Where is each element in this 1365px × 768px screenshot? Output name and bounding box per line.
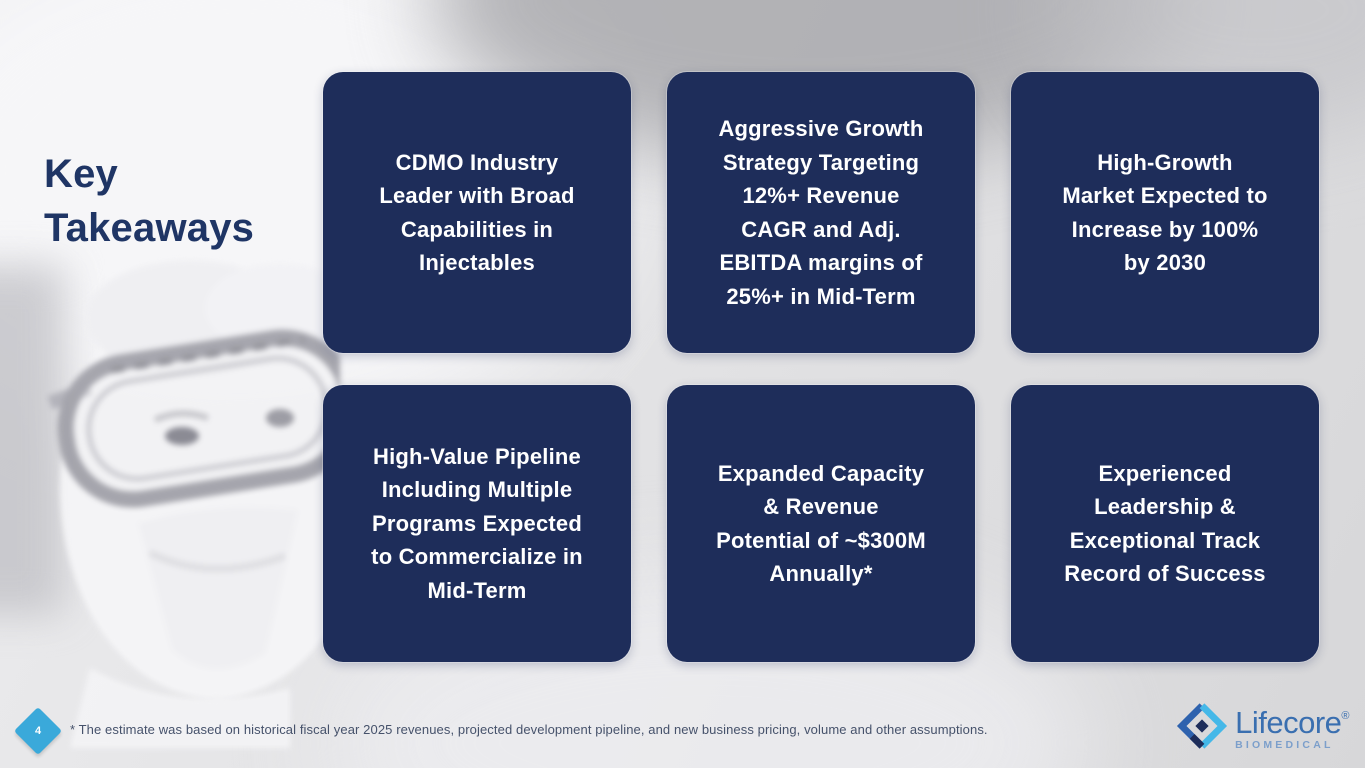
takeaway-card-pipeline: High-Value Pipeline Including Multiple P… (323, 385, 631, 662)
takeaway-card-text: Expanded Capacity & Revenue Potential of… (716, 460, 926, 587)
takeaway-card-text: Experienced Leadership & Exceptional Tra… (1064, 460, 1266, 587)
lifecore-wordmark: Lifecore® (1235, 705, 1349, 740)
takeaway-card-leadership: Experienced Leadership & Exceptional Tra… (1011, 385, 1319, 662)
lifecore-subtitle: BIOMEDICAL (1235, 739, 1334, 751)
lifecore-logo-icon (1177, 703, 1228, 749)
lifecore-logo-text: Lifecore® BIOMEDICAL (1235, 701, 1349, 751)
takeaway-cards-grid: CDMO Industry Leader with Broad Capabili… (323, 72, 1319, 662)
takeaway-card-high-growth-market: High-Growth Market Expected to Increase … (1011, 72, 1319, 353)
takeaway-card-text: High-Value Pipeline Including Multiple P… (371, 443, 583, 603)
takeaway-card-text: CDMO Industry Leader with Broad Capabili… (379, 149, 575, 276)
takeaway-card-cdmo-leader: CDMO Industry Leader with Broad Capabili… (323, 72, 631, 353)
takeaway-card-text: Aggressive Growth Strategy Targeting 12%… (718, 116, 924, 309)
takeaway-card-growth-strategy: Aggressive Growth Strategy Targeting 12%… (667, 72, 975, 353)
footnote-text: * The estimate was based on historical f… (70, 722, 988, 737)
cleanroom-person-photo (47, 260, 340, 748)
registered-trademark-symbol: ® (1341, 710, 1349, 722)
lifecore-logo: Lifecore® BIOMEDICAL (1176, 700, 1349, 752)
takeaway-card-expanded-capacity: Expanded Capacity & Revenue Potential of… (667, 385, 975, 662)
page-number: 4 (34, 725, 42, 737)
page-title: Key Takeaways (44, 151, 255, 250)
takeaway-card-text: High-Growth Market Expected to Increase … (1062, 149, 1268, 276)
